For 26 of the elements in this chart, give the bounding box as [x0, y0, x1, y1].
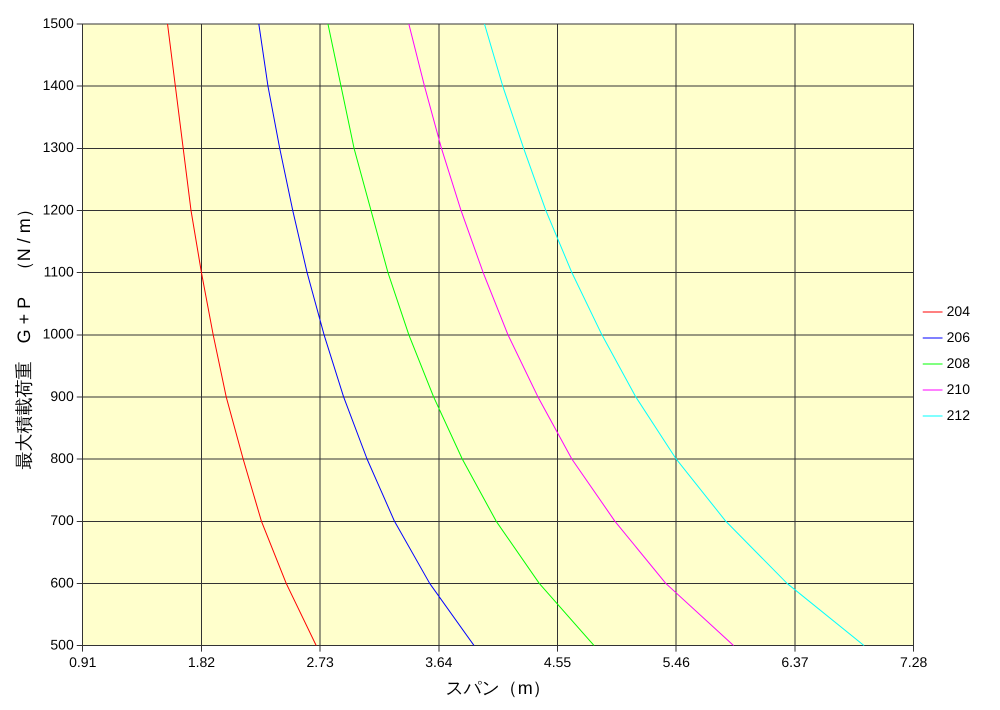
x-tick-label: 5.46 [662, 654, 690, 670]
legend-label: 210 [946, 380, 970, 397]
legend-label: 206 [946, 328, 970, 345]
x-tick-label: 4.55 [544, 654, 572, 670]
y-tick-label: 1100 [44, 264, 74, 280]
y-tick-label: 1000 [42, 326, 74, 342]
x-tick-label: 1.82 [188, 654, 216, 670]
legend-label: 208 [946, 354, 970, 371]
y-tick-label: 1200 [42, 201, 74, 218]
y-tick-label: 700 [50, 512, 74, 528]
x-tick-label: 7.28 [900, 654, 928, 670]
y-tick-label: 800 [50, 450, 74, 466]
y-tick-label: 600 [50, 574, 74, 590]
legend-label: 212 [946, 406, 970, 423]
x-axis-title: スパン（m） [446, 678, 551, 698]
x-tick-label: 3.64 [425, 654, 453, 670]
y-tick-label: 500 [50, 636, 74, 652]
y-tick-label: 1500 [42, 14, 74, 31]
x-tick-label: 6.37 [781, 654, 809, 670]
y-tick-label: 1300 [42, 139, 74, 156]
x-tick-label: 2.73 [306, 654, 334, 670]
legend-label: 204 [946, 302, 970, 319]
y-tick-label: 1400 [42, 77, 74, 94]
x-tick-label: 0.91 [69, 654, 97, 670]
y-tick-label: 900 [50, 388, 74, 404]
y-axis-title: 最大積載荷重 G + P （N / m） [14, 200, 34, 470]
